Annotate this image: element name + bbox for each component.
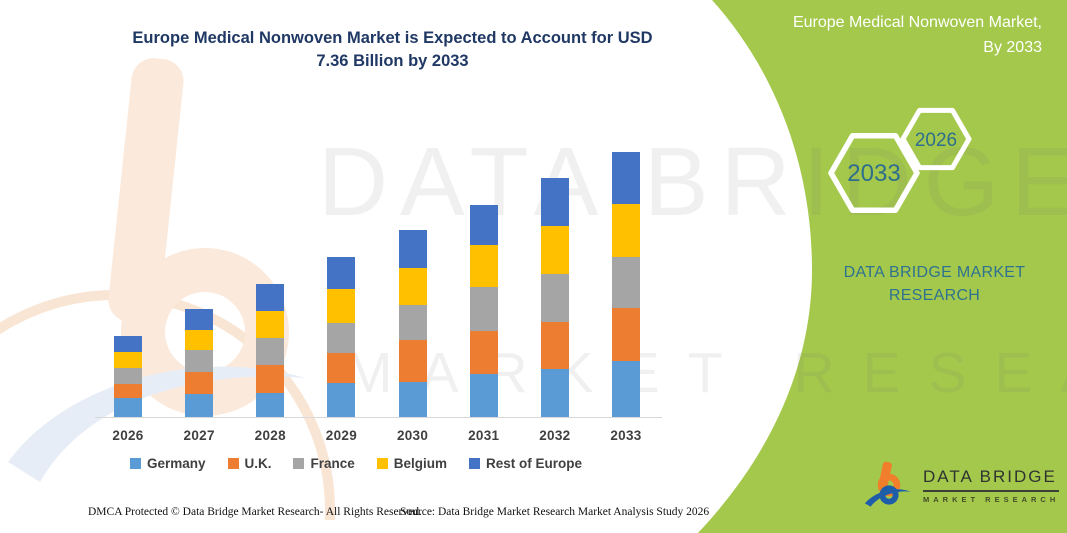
bar-segment [114,383,142,398]
side-panel-header-line2: By 2033 [983,38,1042,56]
bar-segment [327,353,356,384]
x-axis-label: 2027 [183,428,215,443]
bar-segment [398,305,427,341]
bar-segment [256,283,285,312]
bar-segment [611,256,640,309]
data-bridge-logo-icon [864,461,911,507]
x-axis-label: 2026 [112,428,144,443]
bar-segment [256,392,285,417]
chart-title: Europe Medical Nonwoven Market is Expect… [110,27,675,73]
bar-segment [114,397,142,417]
legend-label: U.K. [244,456,272,471]
bar-segment [540,274,569,322]
bar-group-2032: 2032 [539,178,570,443]
legend-swatch [376,458,388,469]
logo-name: DATA BRIDGE [923,467,1060,492]
bar-segment [398,267,427,306]
bar-group-2031: 2031 [468,205,499,443]
bar-segment [540,321,569,369]
legend-item: U.K. [227,456,272,471]
panel-brand-line2: RESEARCH [888,287,981,305]
legend-swatch [468,458,480,469]
bar-segment [114,352,142,369]
hexagon-2033-label: 2033 [847,160,900,187]
bar-segment [469,245,498,287]
logo-text-block: DATA BRIDGE MARKET RESEARCH [923,467,1060,504]
bar-segment [327,383,356,417]
bar-segment [185,372,214,394]
hexagon-2026 [900,107,972,171]
bar-segment [185,309,214,330]
bar-segment [611,360,640,417]
bar-group-2028: 2028 [255,283,286,443]
company-logo: DATA BRIDGE MARKET RESEARCH [864,460,1060,510]
x-axis-label: 2029 [325,428,358,443]
bar-segment [327,256,356,289]
side-panel-header: Europe Medical Nonwoven Market, By 2033 [707,11,1042,61]
chart-title-line1: Europe Medical Nonwoven Market is Expect… [132,29,653,47]
bar-segment [327,323,356,354]
bar-segment [256,364,285,393]
hexagon-2033 [828,133,920,213]
legend-item: France [293,456,355,471]
bar-segment [256,337,285,365]
bar-group-2030: 2030 [397,230,428,443]
panel-brand-text: DATA BRIDGE MARKET RESEARCH [812,261,1057,307]
x-axis-label: 2028 [254,428,286,443]
bar-segment [114,368,142,384]
hexagon-2026-label: 2026 [915,130,957,151]
chart-title-line2: 7.36 Billion by 2033 [316,52,469,71]
chart-legend: Germany U.K. France Belgium Rest of Europe [130,456,582,471]
legend-label: Rest of Europe [485,456,582,471]
bar-segment [398,340,427,383]
bar-group-2029: 2029 [326,256,357,443]
footer-dmca-text: DMCA Protected © Data Bridge Market Rese… [88,506,422,518]
bar-segment [469,373,498,417]
bar-segment [611,203,640,257]
x-axis-label: 2031 [468,428,500,443]
bar-segment [185,394,214,417]
legend-label: Belgium [393,456,447,471]
legend-label: Germany [147,456,206,471]
hexagon-badges: 2033 2026 [828,107,972,213]
bar-chart: 2026 2027 2028 2029 2030 2031 2032 2033 [112,147,641,443]
bar-segment [611,152,640,204]
bar-segment [540,225,569,275]
bar-segment [469,286,498,331]
legend-swatch [293,458,305,469]
x-axis-label: 2032 [539,428,571,443]
legend-swatch [130,458,141,469]
bar-segment [256,311,285,338]
bar-segment [114,335,142,353]
bar-segment [540,178,569,226]
bar-segment [185,329,214,351]
legend-item: Rest of Europe [468,456,582,471]
x-axis-label: 2030 [396,428,429,443]
bar-group-2027: 2027 [184,309,214,443]
bar-segment [469,330,498,374]
bar-segment [540,368,569,417]
footer-source-text: Source: Data Bridge Market Research Mark… [400,506,710,518]
bar-segment [469,205,498,246]
x-axis-line [95,417,662,418]
legend-label: France [310,456,355,471]
x-axis-label: 2033 [610,428,642,443]
bar-group-2033: 2033 [610,152,641,443]
panel-brand-line1: DATA BRIDGE MARKET [843,264,1026,281]
side-panel-header-line1: Europe Medical Nonwoven Market, [792,14,1042,31]
legend-item: Belgium [376,456,447,471]
bar-segment [327,288,356,324]
legend-item: Germany [130,456,206,471]
logo-subtitle: MARKET RESEARCH [923,494,1060,504]
legend-swatch [227,458,239,469]
bar-group-2026: 2026 [112,335,143,443]
bar-segment [398,382,427,417]
bar-segment [185,350,214,373]
bar-segment [398,230,427,268]
bar-segment [611,308,640,361]
